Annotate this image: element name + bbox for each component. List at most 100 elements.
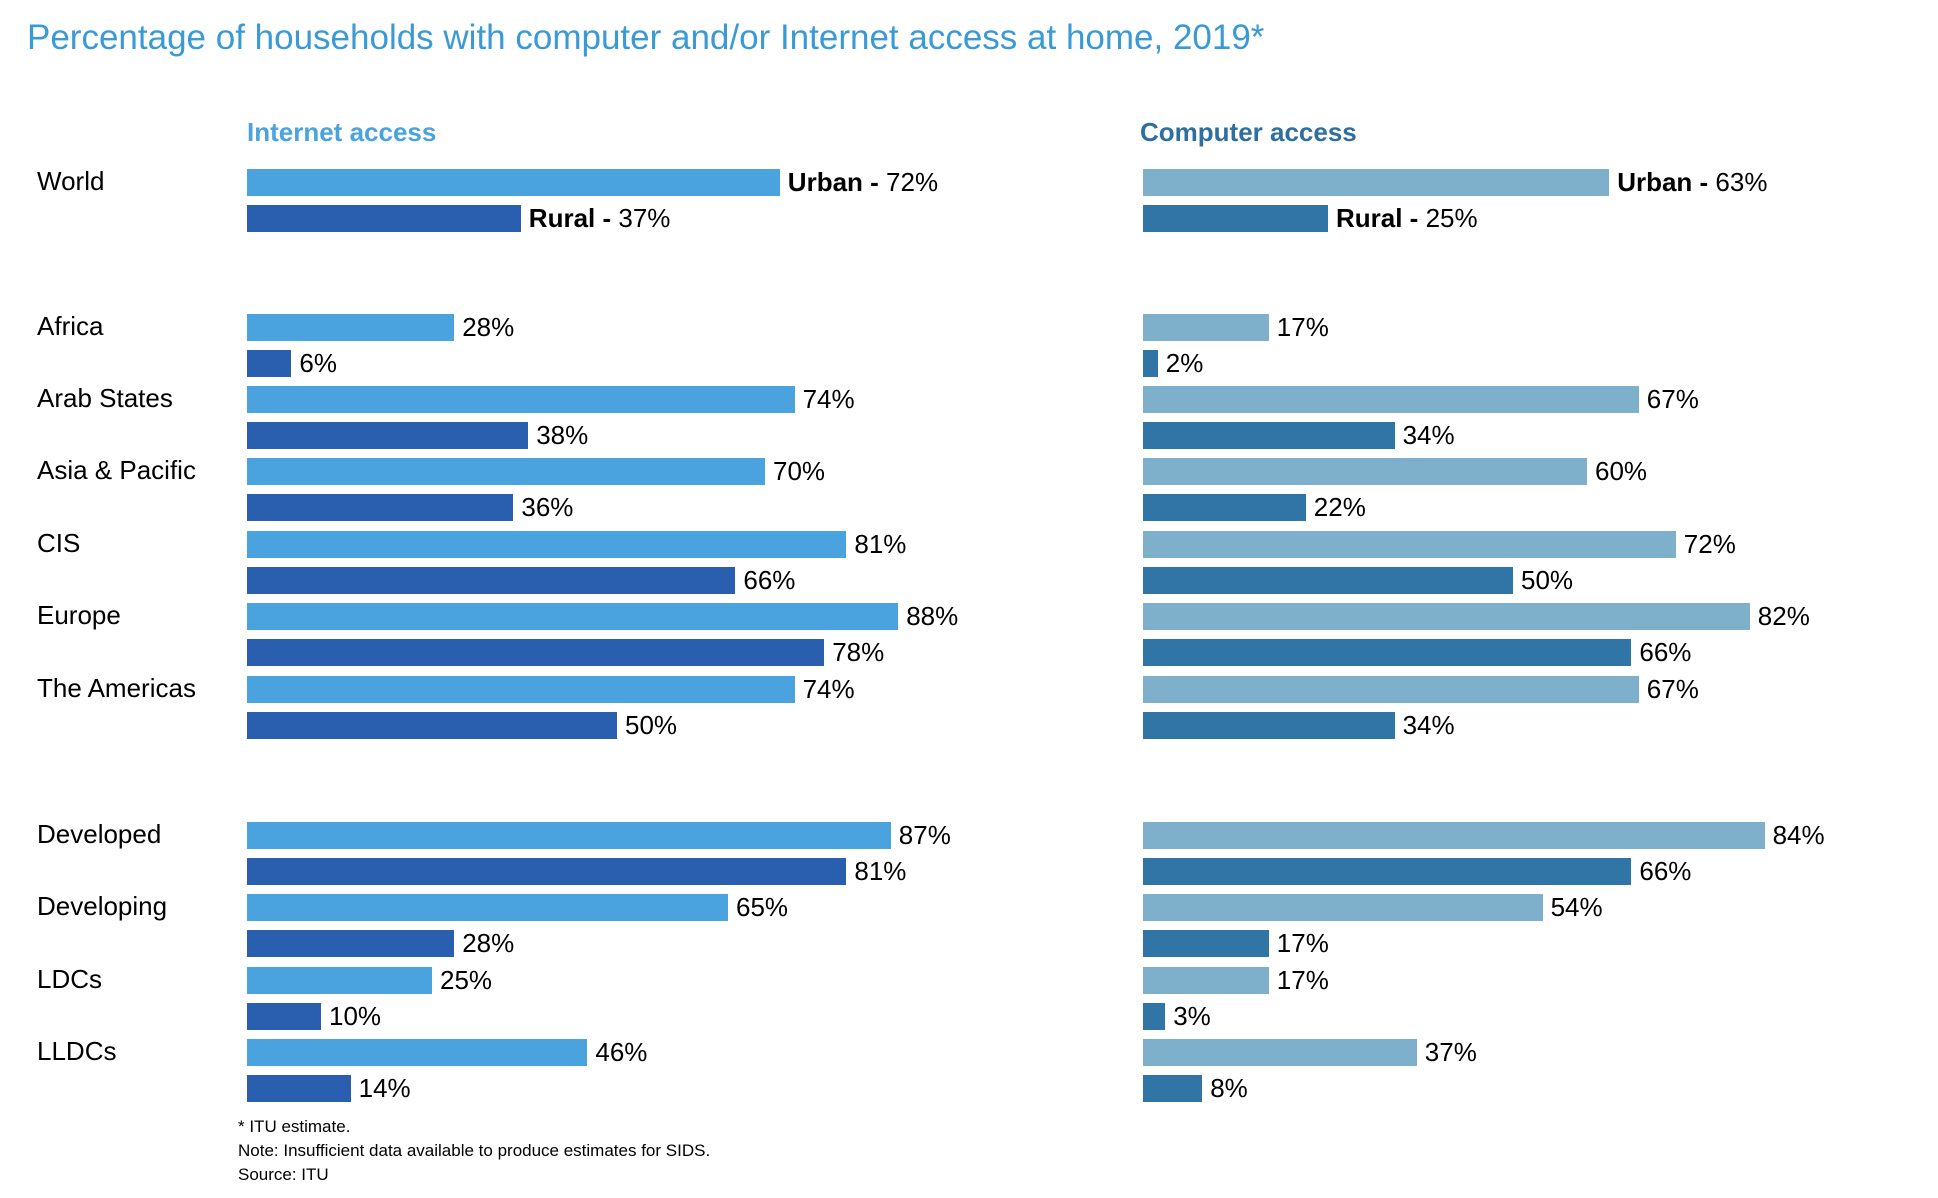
bar-internet-access-developing-urban	[247, 894, 728, 921]
internet-access-panel-title: Internet access	[247, 117, 437, 147]
row-label-asia-and-pacific: Asia & Pacific	[37, 455, 196, 485]
value-label-computer-access-cis-rural: 50%	[1521, 565, 1574, 595]
value-label-internet-access-world-rural: Rural - 37%	[528, 203, 671, 233]
bar-internet-access-africa-urban	[247, 314, 455, 341]
bar-computer-access-cis-urban	[1143, 531, 1676, 558]
value-label-computer-access-world-rural: Rural - 25%	[1336, 203, 1478, 233]
value-label-internet-access-asia-and-pacific-urban: 70%	[773, 456, 826, 486]
bar-computer-access-developed-urban	[1143, 822, 1765, 849]
bar-internet-access-africa-rural	[247, 350, 292, 377]
value-label-computer-access-developing-rural: 17%	[1276, 928, 1329, 958]
value-label-internet-access-lldcs-rural: 14%	[358, 1073, 411, 1103]
bar-computer-access-asia-and-pacific-urban	[1143, 458, 1587, 485]
value-label-internet-access-europe-urban: 88%	[906, 601, 959, 631]
bar-computer-access-the-americas-rural	[1143, 712, 1395, 739]
bar-internet-access-world-rural	[247, 205, 521, 232]
bar-computer-access-world-urban	[1143, 169, 1610, 196]
value-label-internet-access-africa-rural: 6%	[299, 348, 337, 378]
bar-internet-access-arab-states-rural	[247, 422, 529, 449]
value-label-internet-access-developing-urban: 65%	[736, 892, 789, 922]
value-label-computer-access-ldcs-rural: 3%	[1173, 1001, 1211, 1031]
value-label-computer-access-the-americas-rural: 34%	[1402, 710, 1455, 740]
value-label-internet-access-world-urban: Urban - 72%	[787, 167, 939, 197]
value-label-computer-access-lldcs-urban: 37%	[1424, 1037, 1477, 1067]
bar-internet-access-lldcs-rural	[247, 1075, 351, 1102]
value-label-computer-access-developed-rural: 66%	[1639, 856, 1692, 886]
value-label-computer-access-arab-states-urban: 67%	[1646, 384, 1699, 414]
row-label-lldcs: LLDCs	[37, 1036, 117, 1066]
value-label-computer-access-europe-urban: 82%	[1757, 601, 1810, 631]
bar-internet-access-cis-urban	[247, 531, 847, 558]
value-label-computer-access-lldcs-rural: 8%	[1210, 1073, 1248, 1103]
value-label-computer-access-developed-urban: 84%	[1772, 820, 1825, 850]
value-label-internet-access-developed-urban: 87%	[898, 820, 951, 850]
value-label-computer-access-the-americas-urban: 67%	[1646, 674, 1699, 704]
bar-computer-access-africa-urban	[1143, 314, 1269, 341]
footnote-source: Source: ITU	[238, 1165, 329, 1184]
value-label-computer-access-ldcs-urban: 17%	[1276, 965, 1329, 995]
footnote-note: Note: Insufficient data available to pro…	[238, 1141, 711, 1160]
bar-internet-access-europe-rural	[247, 639, 825, 666]
value-label-internet-access-ldcs-urban: 25%	[440, 965, 493, 995]
value-label-computer-access-world-urban: Urban - 63%	[1617, 167, 1768, 197]
row-label-europe: Europe	[37, 600, 121, 630]
bar-internet-access-ldcs-urban	[247, 967, 432, 994]
bar-internet-access-asia-and-pacific-urban	[247, 458, 765, 485]
computer-access-panel-title: Computer access	[1140, 117, 1357, 147]
bar-internet-access-arab-states-urban	[247, 386, 795, 413]
value-label-computer-access-africa-urban: 17%	[1276, 312, 1329, 342]
bar-computer-access-arab-states-urban	[1143, 386, 1639, 413]
value-label-computer-access-developing-urban: 54%	[1550, 892, 1603, 922]
value-label-internet-access-arab-states-rural: 38%	[536, 420, 589, 450]
footnote-estimate: * ITU estimate.	[238, 1117, 351, 1136]
value-label-computer-access-africa-rural: 2%	[1165, 348, 1204, 378]
bar-internet-access-europe-urban	[247, 603, 899, 630]
chart-title: Percentage of households with computer a…	[27, 18, 1265, 57]
value-label-internet-access-asia-and-pacific-rural: 36%	[521, 492, 574, 522]
value-label-internet-access-the-americas-rural: 50%	[625, 710, 678, 740]
row-label-africa: Africa	[37, 311, 104, 341]
bar-computer-access-arab-states-rural	[1143, 422, 1395, 449]
bar-computer-access-cis-rural	[1143, 567, 1513, 594]
bar-internet-access-developed-rural	[247, 858, 847, 885]
row-label-arab-states: Arab States	[37, 383, 173, 413]
bar-computer-access-europe-urban	[1143, 603, 1750, 630]
value-label-internet-access-the-americas-urban: 74%	[802, 674, 855, 704]
value-label-internet-access-cis-rural: 66%	[743, 565, 796, 595]
bar-internet-access-world-urban	[247, 169, 780, 196]
bar-computer-access-world-rural	[1143, 205, 1328, 232]
bar-computer-access-lldcs-rural	[1143, 1075, 1203, 1102]
bar-computer-access-developing-rural	[1143, 930, 1269, 957]
bar-computer-access-africa-rural	[1143, 350, 1158, 377]
value-label-internet-access-developing-rural: 28%	[462, 928, 515, 958]
row-label-the-americas: The Americas	[37, 673, 196, 703]
value-label-internet-access-arab-states-urban: 74%	[802, 384, 855, 414]
row-label-developing: Developing	[37, 891, 168, 921]
bar-computer-access-the-americas-urban	[1143, 676, 1639, 703]
bar-internet-access-asia-and-pacific-rural	[247, 494, 514, 521]
bar-computer-access-europe-rural	[1143, 639, 1632, 666]
row-label-ldcs: LDCs	[37, 964, 103, 994]
row-label-world: World	[37, 166, 105, 196]
bar-internet-access-ldcs-rural	[247, 1003, 321, 1030]
value-label-internet-access-europe-rural: 78%	[832, 637, 885, 667]
bar-computer-access-developed-rural	[1143, 858, 1632, 885]
value-label-computer-access-asia-and-pacific-rural: 22%	[1313, 492, 1366, 522]
row-label-developed: Developed	[37, 819, 162, 849]
value-label-internet-access-lldcs-urban: 46%	[595, 1037, 648, 1067]
row-label-cis: CIS	[37, 528, 81, 558]
value-label-computer-access-europe-rural: 66%	[1639, 637, 1692, 667]
value-label-computer-access-arab-states-rural: 34%	[1402, 420, 1455, 450]
bar-computer-access-ldcs-urban	[1143, 967, 1269, 994]
value-label-internet-access-ldcs-rural: 10%	[329, 1001, 382, 1031]
bar-internet-access-developed-urban	[247, 822, 891, 849]
value-label-computer-access-asia-and-pacific-urban: 60%	[1595, 456, 1648, 486]
bar-internet-access-the-americas-urban	[247, 676, 795, 703]
bar-computer-access-developing-urban	[1143, 894, 1543, 921]
value-label-internet-access-cis-urban: 81%	[854, 529, 907, 559]
bar-computer-access-lldcs-urban	[1143, 1039, 1417, 1066]
bar-internet-access-developing-rural	[247, 930, 455, 957]
bar-internet-access-the-americas-rural	[247, 712, 617, 739]
value-label-internet-access-africa-urban: 28%	[462, 312, 515, 342]
bar-computer-access-asia-and-pacific-rural	[1143, 494, 1306, 521]
